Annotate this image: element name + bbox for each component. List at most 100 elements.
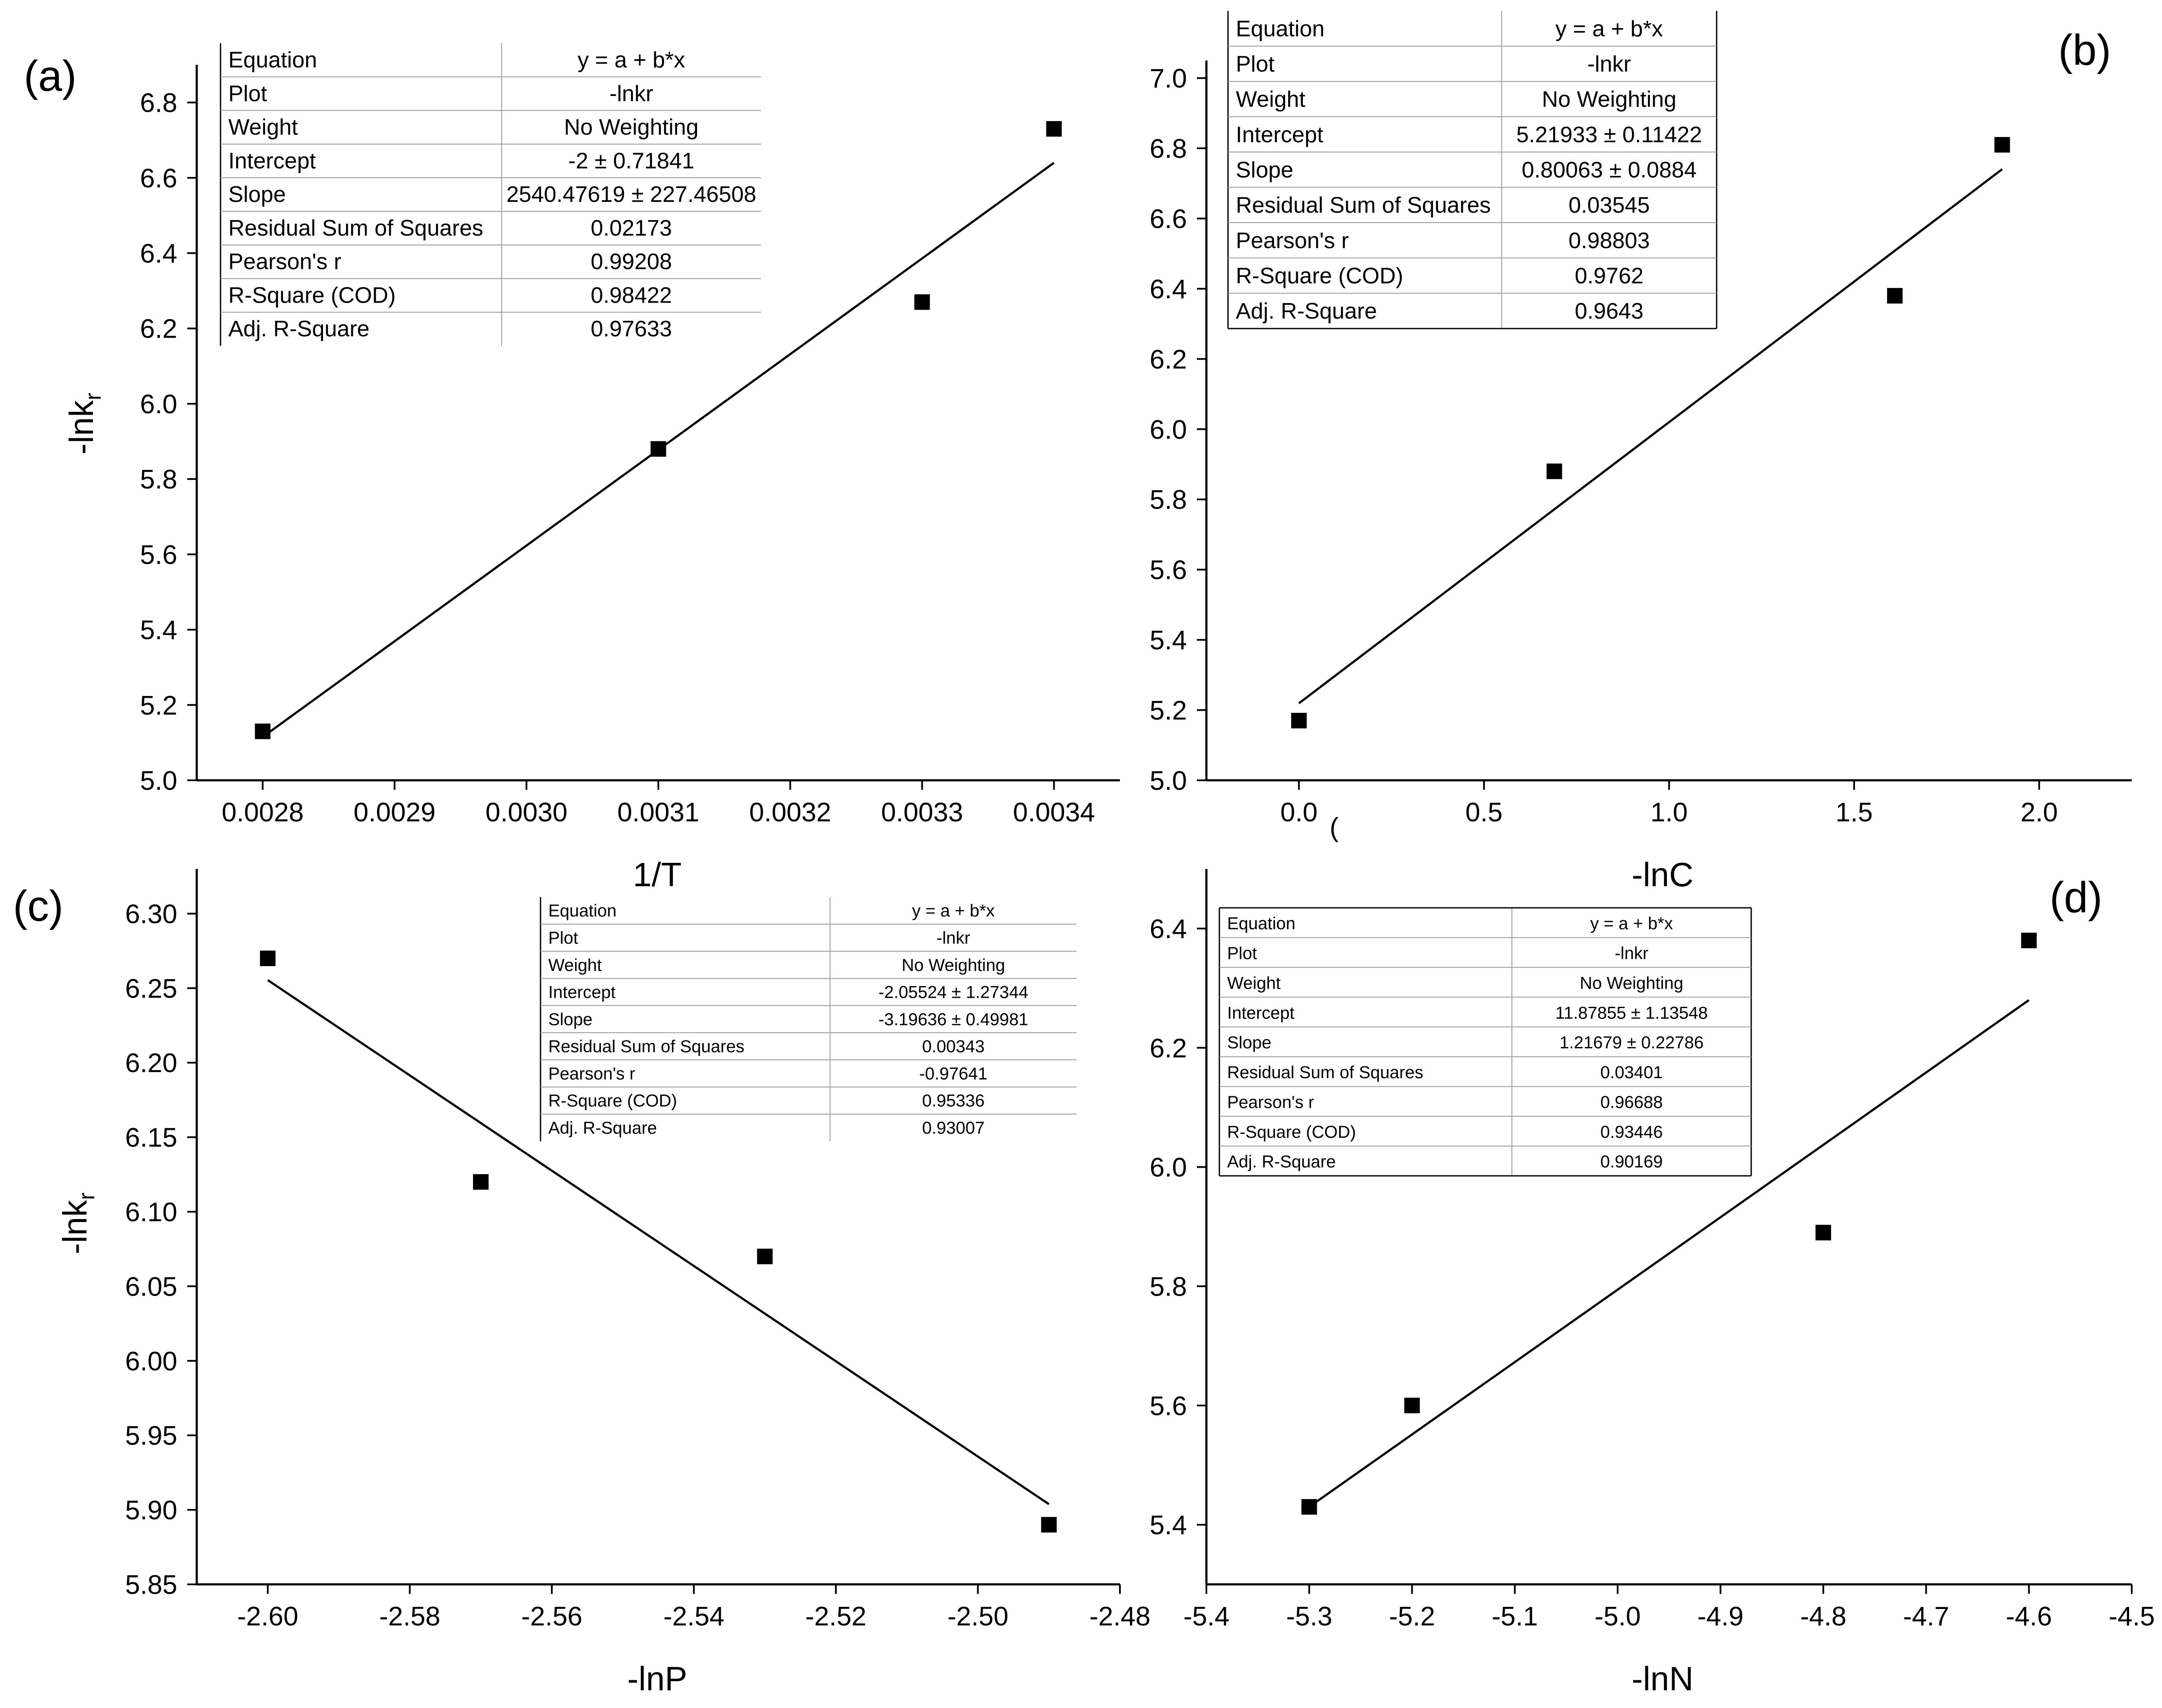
x-axis-title: -lnP	[627, 1660, 688, 1698]
stats-table-value: No Weighting	[902, 956, 1005, 975]
stats-table-value: -lnkr	[1587, 51, 1631, 77]
stats-table-value: 0.97633	[591, 316, 672, 342]
stats-table-key: Weight	[1227, 974, 1281, 993]
stats-table-value: -lnkr	[1615, 944, 1648, 963]
stats-table-value: 1.21679 ± 0.22786	[1560, 1033, 1704, 1052]
x-axis-title: -lnC	[1631, 856, 1693, 894]
stats-table-value: 0.90169	[1600, 1153, 1663, 1172]
stray-mark: (	[1330, 813, 1339, 843]
y-tick-label: 6.0	[1150, 415, 1187, 445]
stats-table-value: y = a + b*x	[1590, 914, 1673, 933]
data-point	[757, 1248, 773, 1264]
stats-table-key: Pearson's r	[1227, 1093, 1314, 1112]
stats-table: Equation y = a + b*x Plot -lnkr Weight No Wei…	[1227, 11, 1717, 329]
stats-table-key: Residual Sum of Squares	[1236, 193, 1491, 218]
x-tick-label: 1.0	[1650, 798, 1688, 827]
panel-b: 0.0 0.5 1.0 1.5 2.0 5.0 5.2 5.4 5.6 5.8 6.0 6.2 6.4 6…	[1150, 11, 2132, 894]
stats-table-value: -0.97641	[919, 1064, 988, 1083]
data-point	[1291, 712, 1307, 728]
stats-table-key: Pearson's r	[1236, 228, 1349, 253]
stats-table-value: No Weighting	[564, 115, 698, 140]
stats-table-key: Adj. R-Square	[1227, 1153, 1336, 1172]
stats-table-key: R-Square (COD)	[228, 283, 396, 308]
stats-table-value: 0.95336	[922, 1092, 985, 1111]
fit-line	[1308, 999, 2030, 1508]
x-tick-label: -2.50	[947, 1602, 1008, 1631]
y-tick-label: 5.4	[140, 616, 177, 645]
panel-label: (d)	[2050, 873, 2102, 922]
y-tick-label: 5.0	[1150, 766, 1187, 796]
stats-table: Equation y = a + b*x Plot -lnkr Weight No Wei…	[1219, 907, 1752, 1177]
stats-table-value: 2540.47619 ± 227.46508	[506, 182, 756, 207]
y-tick-label: 5.0	[140, 766, 177, 796]
y-tick-label: 6.2	[1150, 1034, 1187, 1063]
x-tick-label: -5.0	[1595, 1602, 1641, 1631]
stats-table-key: Residual Sum of Squares	[548, 1037, 745, 1056]
stats-table-key: Plot	[1236, 51, 1275, 77]
data-point	[1815, 1225, 1831, 1241]
x-tick-label: -2.60	[237, 1602, 298, 1631]
y-tick-label: 5.8	[1150, 1272, 1187, 1302]
x-tick-label: 0.0030	[486, 798, 568, 827]
x-tick-label: 0.0	[1280, 798, 1318, 827]
x-tick-label: 0.0032	[749, 798, 832, 827]
y-tick-label: 5.90	[125, 1496, 177, 1526]
stats-table-key: Pearson's r	[228, 249, 341, 275]
stats-table: Equation y = a + b*x Plot -lnkr Weight No Wei…	[540, 897, 1077, 1141]
stats-table-value: y = a + b*x	[1555, 16, 1663, 42]
data-point	[473, 1174, 489, 1190]
x-tick-label: -5.3	[1286, 1602, 1332, 1631]
stats-table-key: Equation	[1236, 16, 1324, 42]
stats-table-key: Intercept	[228, 148, 316, 173]
stats-table-key: Plot	[228, 81, 267, 106]
data-point	[1041, 1517, 1057, 1533]
stats-table-value: -2 ± 0.71841	[568, 148, 694, 173]
stats-table-key: Pearson's r	[548, 1064, 635, 1083]
x-tick-label: -2.52	[805, 1602, 866, 1631]
stats-table: Equation y = a + b*x Plot -lnkr Weight No Wei…	[220, 43, 761, 346]
x-axis-title: -lnN	[1631, 1660, 1693, 1698]
stats-table-value: 0.93007	[922, 1118, 985, 1137]
panel-c: -2.60 -2.58 -2.56 -2.54 -2.52 -2.50 -2.48 5.85 5…	[13, 869, 1151, 1698]
stats-table-key: Slope	[228, 182, 286, 207]
stats-table-key: R-Square (COD)	[1236, 263, 1403, 288]
stats-table-key: Weight	[548, 956, 602, 975]
y-tick-label: 6.4	[1150, 275, 1187, 304]
stats-table-key: Weight	[228, 115, 298, 140]
y-tick-label: 5.2	[1150, 696, 1187, 726]
stats-table-key: R-Square (COD)	[548, 1092, 677, 1111]
y-tick-label: 5.8	[1150, 485, 1187, 515]
panel-d: -5.4 -5.3 -5.2 -5.1 -5.0 -4.9 -4.8 -4.7 -4.6 -4.5…	[1150, 869, 2155, 1698]
stats-table-key: Residual Sum of Squares	[1227, 1063, 1423, 1082]
y-tick-label: 5.6	[140, 540, 177, 570]
panel-label: (c)	[13, 882, 64, 930]
x-tick-label: 0.0031	[617, 798, 700, 827]
x-tick-label: -2.48	[1089, 1602, 1150, 1631]
data-point	[914, 294, 930, 310]
stats-table-value: y = a + b*x	[578, 48, 685, 73]
stats-table-value: 0.80063 ± 0.0884	[1522, 157, 1696, 182]
y-tick-label: 5.2	[140, 691, 177, 721]
data-point	[2021, 932, 2037, 948]
stats-table-value: 0.93446	[1600, 1123, 1663, 1142]
stats-table-key: Residual Sum of Squares	[228, 216, 483, 241]
stats-table-key: Equation	[1227, 914, 1295, 933]
y-tick-label: 6.0	[140, 389, 177, 419]
data-point	[260, 950, 276, 966]
stats-table-value: 0.03401	[1600, 1063, 1663, 1082]
x-tick-label: -5.4	[1183, 1602, 1230, 1631]
stats-table-value: 0.9762	[1575, 263, 1644, 288]
fit-line	[1298, 168, 2003, 704]
x-tick-label: -4.9	[1697, 1602, 1743, 1631]
y-tick-label: 6.25	[125, 974, 177, 1004]
stats-table-key: Equation	[228, 48, 317, 73]
panel-a: 0.0028 0.0029 0.0030 0.0031 0.0032 0.0033 0.00…	[24, 43, 1120, 894]
x-tick-label: -2.54	[663, 1602, 724, 1631]
data-point	[1404, 1398, 1420, 1414]
y-tick-label: 6.6	[140, 163, 177, 193]
x-tick-label: 0.0033	[881, 798, 963, 827]
stats-table-value: 0.02173	[591, 216, 672, 241]
y-tick-label: 5.4	[1150, 1510, 1187, 1540]
stats-table-key: Slope	[1236, 157, 1293, 182]
